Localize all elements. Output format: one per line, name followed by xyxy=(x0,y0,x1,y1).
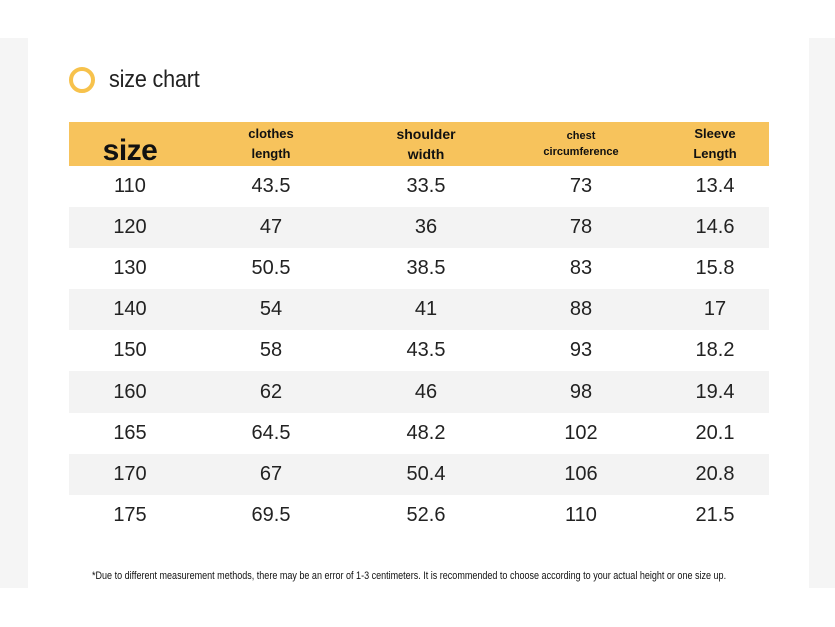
header-shoulder-width-line2: width xyxy=(407,146,445,162)
cell-sleeve-length: 20.1 xyxy=(695,421,735,444)
table-row: 170 67 50.4 106 20.8 xyxy=(69,453,769,495)
cell-size: 175 xyxy=(113,503,147,526)
header-chest-line2: circumference xyxy=(543,146,619,158)
header-sleeve-line1: Sleeve xyxy=(694,126,736,141)
cell-size: 110 xyxy=(114,175,146,198)
left-margin-panel xyxy=(0,38,28,588)
table-row: 175 69.5 52.6 110 21.5 xyxy=(69,495,769,536)
cell-chest-circumference: 98 xyxy=(569,380,593,403)
cell-shoulder-width: 38.5 xyxy=(406,257,446,280)
header-clothes-length-line2: length xyxy=(251,146,291,161)
cell-sleeve-length: 15.8 xyxy=(695,257,735,280)
cell-shoulder-width: 48.2 xyxy=(406,421,446,444)
table-row: 110 43.5 33.5 73 13.4 xyxy=(69,166,769,207)
cell-sleeve-length: 19.4 xyxy=(695,380,735,403)
table-row: 130 50.5 38.5 83 15.8 xyxy=(69,248,769,289)
cell-chest-circumference: 102 xyxy=(564,421,598,444)
table-row: 160 62 46 98 19.4 xyxy=(69,371,769,413)
cell-size: 150 xyxy=(113,339,147,362)
header-clothes-length-line1: clothes xyxy=(248,126,294,141)
right-margin-panel xyxy=(809,38,835,588)
header-shoulder-width: shoulder width xyxy=(351,122,501,166)
cell-sleeve-length: 18.2 xyxy=(695,339,735,362)
size-table: size clothes length shoulder width chest… xyxy=(69,122,769,536)
ring-icon xyxy=(69,67,95,93)
table-body: 110 43.5 33.5 73 13.4 120 47 36 78 14.6 130 50.5 38.… xyxy=(69,166,769,536)
table-row: 165 64.5 48.2 102 20.1 xyxy=(69,413,769,454)
cell-sleeve-length: 21.5 xyxy=(695,503,735,526)
cell-size: 140 xyxy=(113,298,147,321)
cell-chest-circumference: 78 xyxy=(569,216,593,239)
cell-chest-circumference: 88 xyxy=(569,298,593,321)
cell-shoulder-width: 36 xyxy=(414,216,438,239)
header-shoulder-width-line1: shoulder xyxy=(396,126,456,142)
cell-clothes-length: 47 xyxy=(259,216,283,239)
cell-sleeve-length: 14.6 xyxy=(695,216,735,239)
cell-size: 165 xyxy=(113,421,147,444)
header-chest-line1: chest xyxy=(566,130,596,142)
footnote: *Due to different measurement methods, t… xyxy=(92,570,727,582)
cell-clothes-length: 67 xyxy=(259,462,283,485)
cell-chest-circumference: 110 xyxy=(565,503,597,526)
cell-clothes-length: 62 xyxy=(259,380,283,403)
cell-clothes-length: 64.5 xyxy=(251,421,291,444)
cell-clothes-length: 50.5 xyxy=(251,257,291,280)
cell-sleeve-length: 20.8 xyxy=(695,462,735,485)
cell-shoulder-width: 43.5 xyxy=(406,339,446,362)
page-title: size chart xyxy=(109,66,200,93)
title-row: size chart xyxy=(69,62,210,98)
cell-shoulder-width: 46 xyxy=(414,380,438,403)
cell-clothes-length: 54 xyxy=(259,298,283,321)
header-sleeve-line2: Length xyxy=(693,146,737,161)
cell-chest-circumference: 93 xyxy=(569,339,593,362)
cell-size: 120 xyxy=(113,216,147,239)
header-size-label: size xyxy=(102,134,158,167)
cell-size: 130 xyxy=(113,257,147,280)
cell-clothes-length: 43.5 xyxy=(251,175,291,198)
cell-chest-circumference: 73 xyxy=(569,175,593,198)
header-clothes-length: clothes length xyxy=(191,122,351,166)
cell-shoulder-width: 33.5 xyxy=(406,175,446,198)
cell-sleeve-length: 13.4 xyxy=(695,175,735,198)
header-size: size xyxy=(69,122,191,167)
cell-shoulder-width: 50.4 xyxy=(406,462,446,485)
table-row: 120 47 36 78 14.6 xyxy=(69,207,769,249)
cell-clothes-length: 69.5 xyxy=(251,503,291,526)
table-header: size clothes length shoulder width chest… xyxy=(69,122,769,167)
cell-size: 160 xyxy=(113,380,147,403)
cell-chest-circumference: 83 xyxy=(569,257,593,280)
cell-shoulder-width: 41 xyxy=(414,298,438,321)
header-sleeve-length: Sleeve Length xyxy=(661,122,769,166)
cell-shoulder-width: 52.6 xyxy=(406,503,446,526)
cell-clothes-length: 58 xyxy=(259,339,283,362)
table-row: 150 58 43.5 93 18.2 xyxy=(69,330,769,371)
cell-size: 170 xyxy=(113,462,147,485)
cell-sleeve-length: 17 xyxy=(703,298,727,321)
cell-chest-circumference: 106 xyxy=(564,462,598,485)
table-row: 140 54 41 88 17 xyxy=(69,289,769,331)
header-chest-circumference: chest circumference xyxy=(501,122,661,166)
